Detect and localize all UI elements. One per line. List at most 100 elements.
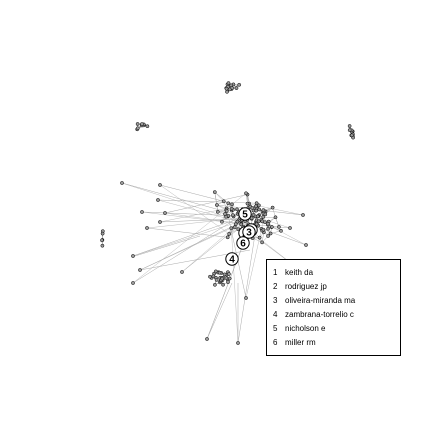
network-node bbox=[237, 82, 242, 87]
network-node bbox=[224, 276, 229, 280]
highlight-node-label: 5 bbox=[242, 210, 248, 221]
legend-item: 4 zambrana-torrelio c bbox=[273, 310, 354, 319]
network-edge bbox=[132, 205, 259, 284]
network-node bbox=[215, 203, 219, 207]
network-node bbox=[213, 282, 217, 287]
network-node bbox=[138, 268, 142, 272]
network-edge bbox=[226, 208, 247, 299]
network-edge bbox=[141, 211, 253, 226]
network-edge bbox=[227, 229, 239, 238]
legend-name: rodriguez jp bbox=[285, 282, 327, 291]
network-node bbox=[244, 191, 248, 196]
legend-name: nicholson e bbox=[285, 324, 326, 333]
network-node bbox=[235, 219, 240, 224]
network-node bbox=[251, 213, 256, 217]
network-node bbox=[254, 222, 259, 227]
network-node bbox=[229, 226, 234, 231]
network-node bbox=[304, 243, 308, 247]
network-edge bbox=[159, 217, 276, 223]
network-node bbox=[265, 221, 270, 226]
network-node bbox=[214, 278, 219, 282]
network-node bbox=[205, 337, 209, 341]
network-edge bbox=[157, 199, 257, 204]
network-node bbox=[212, 190, 217, 194]
network-node bbox=[244, 296, 248, 300]
legend-item: 3 oliveira-miranda ma bbox=[273, 296, 355, 305]
network-node bbox=[140, 122, 144, 126]
network-node bbox=[301, 213, 305, 217]
network-node bbox=[347, 128, 352, 132]
network-node bbox=[156, 198, 160, 202]
network-node bbox=[213, 269, 218, 274]
network-node bbox=[158, 183, 162, 187]
network-node bbox=[277, 225, 281, 229]
network-node bbox=[347, 124, 352, 128]
legend-item: 5 nicholson e bbox=[273, 324, 325, 333]
network-node bbox=[266, 234, 270, 238]
network-node bbox=[131, 254, 135, 258]
network-node bbox=[273, 215, 278, 220]
network-node bbox=[261, 208, 266, 212]
network-node bbox=[225, 235, 230, 240]
network-node bbox=[235, 207, 239, 212]
highlight-node-marker bbox=[225, 252, 239, 266]
network-node bbox=[163, 211, 167, 215]
network-edge bbox=[267, 224, 307, 246]
network-edge bbox=[159, 184, 224, 202]
network-node bbox=[224, 86, 229, 91]
network-node bbox=[233, 222, 238, 226]
network-node bbox=[211, 274, 216, 279]
network-node bbox=[145, 226, 149, 230]
highlight-node-label: 6 bbox=[240, 239, 246, 250]
network-node bbox=[227, 276, 232, 281]
legend-rank: 2 bbox=[273, 282, 278, 291]
network-node bbox=[131, 281, 135, 285]
network-node bbox=[270, 205, 275, 210]
legend-rank: 1 bbox=[273, 268, 278, 277]
network-node bbox=[260, 219, 265, 224]
network-node bbox=[229, 207, 234, 211]
network-node bbox=[266, 226, 270, 231]
highlight-node-label: 4 bbox=[229, 255, 235, 266]
network-node bbox=[227, 272, 231, 276]
network-node bbox=[257, 203, 261, 208]
network-node bbox=[224, 209, 229, 213]
network-node bbox=[279, 228, 283, 233]
network-edge bbox=[134, 235, 201, 257]
network-node bbox=[250, 206, 255, 210]
network-node bbox=[135, 126, 140, 131]
network-node bbox=[224, 214, 228, 219]
network-node bbox=[217, 270, 222, 275]
network-node bbox=[215, 209, 220, 214]
network-node bbox=[260, 240, 264, 245]
network-edge bbox=[237, 222, 258, 344]
network-node bbox=[257, 235, 262, 240]
network-node bbox=[257, 207, 262, 212]
network-edge bbox=[206, 282, 233, 340]
legend-rank: 3 bbox=[273, 296, 278, 305]
network-node bbox=[180, 270, 184, 274]
legend-name: keith da bbox=[285, 268, 314, 277]
network-node bbox=[268, 231, 273, 236]
legend-name: miller rm bbox=[285, 338, 316, 347]
legend-item: 6 miller rm bbox=[273, 338, 316, 347]
network-node bbox=[349, 133, 354, 138]
network-node bbox=[236, 341, 240, 345]
network-node bbox=[221, 199, 226, 204]
legend-item: 1 keith da bbox=[273, 268, 313, 277]
network-node bbox=[100, 231, 105, 236]
network-edge bbox=[181, 224, 242, 273]
network-edge bbox=[132, 217, 241, 257]
network-node bbox=[225, 89, 229, 94]
highlight-node-marker bbox=[242, 225, 256, 239]
network-node bbox=[227, 232, 232, 236]
network-node bbox=[158, 220, 162, 224]
network-node bbox=[239, 222, 244, 227]
network-node bbox=[231, 213, 235, 218]
network-node bbox=[226, 280, 230, 284]
legend-item: 2 rodriguez jp bbox=[273, 282, 327, 291]
network-node bbox=[220, 219, 224, 224]
network-node bbox=[140, 210, 144, 214]
legend-name: zambrana-torrelio c bbox=[285, 310, 354, 319]
network-node bbox=[245, 201, 250, 206]
